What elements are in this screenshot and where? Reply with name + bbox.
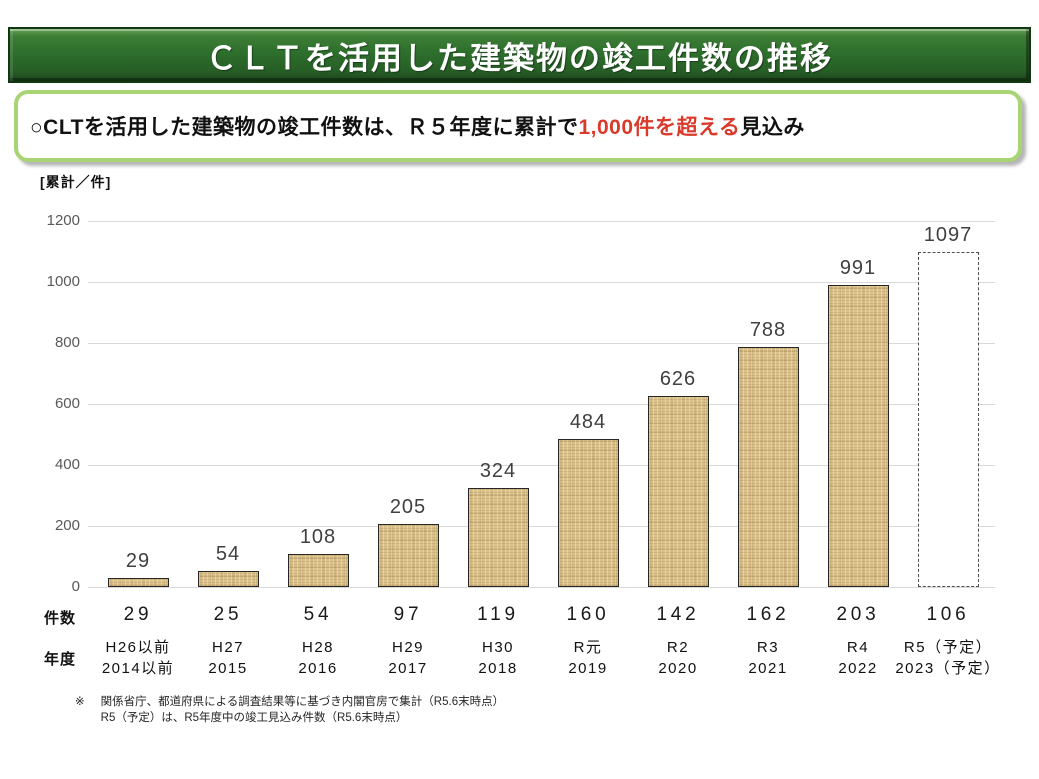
year-label-western: 2019 [568,660,608,677]
page-title-banner: ＣＬＴを活用した建築物の竣工件数の推移 [8,27,1031,83]
bar-H27 [197,570,259,587]
footnote-marker: ※ [75,696,85,708]
footnote-line-2: R5（予定）は、R5年度中の竣工見込み件数（R5.6末時点） [100,712,408,724]
bar-value-label-R元: 484 [569,411,607,434]
annual-count-R元: 160 [566,604,610,625]
bar-H30 [467,488,529,587]
count-row-label: 件数 [44,610,77,627]
y-tick-label-0: 0 [71,578,80,595]
bar-chart-plot-area: 0 200 400 600 800 1000 1200 29 54 108 205 324 484 626… [47,212,995,595]
year-label-H29: H29 2017 [348,637,468,679]
bar-value-label-H29: 205 [389,496,427,519]
y-tick-label-200: 200 [54,517,80,534]
annual-count-H30: 119 [477,604,519,625]
year-label-western: 2018 [478,660,518,677]
page-title: ＣＬＴを活用した建築物の竣工件数の推移 [206,40,833,76]
year-label-H28: H28 2016 [258,637,378,679]
bar-value-label-H30: 324 [479,460,517,483]
annual-count-R2: 142 [656,604,700,625]
year-label-H26以前: H26以前 2014以前 [78,637,198,679]
bar-H29 [377,524,439,587]
year-label-western: 2020 [658,660,698,677]
footnote-line-1: 関係省庁、都道府県による調査結果等に基づき内閣官房で集計（R5.6末時点） [100,696,505,708]
footnote-lines: 関係省庁、都道府県による調査結果等に基づき内閣官房で集計（R5.6末時点） R5… [101,694,504,726]
year-label-era: H28 [301,639,335,656]
bar-value-label-R2: 626 [659,368,697,391]
bar-value-label-R5（予定）: 1097 [923,224,973,247]
gridline-400 [88,464,995,466]
year-label-R元: R元 2019 [528,637,648,679]
year-row-label: 年度 [44,651,77,668]
y-axis-unit-label: [累計／件] [40,174,112,190]
gridline-800 [88,342,995,344]
year-label-era: R元 [573,639,603,656]
annual-count-R3: 162 [746,604,790,625]
bar-value-label-H28: 108 [299,526,337,549]
year-label-era: H27 [211,639,245,656]
year-label-H27: H27 2015 [168,637,288,679]
year-label-era: H29 [391,639,425,656]
year-label-western: 2022 [838,660,878,677]
year-label-H30: H30 2018 [438,637,558,679]
bar-value-label-R4: 991 [839,256,877,279]
bar-R2 [647,396,709,587]
bar-value-label-H26以前: 29 [125,550,151,573]
bar-value-label-H27: 54 [215,542,241,565]
year-label-era: R2 [666,639,690,656]
year-label-western: 2021 [748,660,788,677]
annual-count-H28: 54 [303,604,333,625]
year-label-era: R4 [846,639,870,656]
year-label-R2: R2 2020 [618,637,738,679]
y-tick-label-400: 400 [54,456,80,473]
year-label-R4: R4 2022 [798,637,918,679]
y-tick-label-800: 800 [54,334,80,351]
bar-value-label-R3: 788 [749,318,787,341]
gridline-1200 [88,220,995,222]
year-label-R5（予定）: R5（予定） 2023（予定） [888,637,1008,679]
bar-R4 [827,284,889,587]
year-label-western: 2016 [298,660,338,677]
year-label-era: R5（予定） [903,639,993,656]
year-label-western: 2023（予定） [895,660,1001,677]
summary-prefix: ○CLTを活用した建築物の竣工件数は、Ｒ５年度に累計で [30,116,579,139]
y-tick-label-1000: 1000 [46,273,80,290]
gridline-200 [88,525,995,527]
summary-suffix: 見込み [740,116,805,139]
summary-text: ○CLTを活用した建築物の竣工件数は、Ｒ５年度に累計で1,000件を超える見込み [30,111,805,141]
year-label-era: H26以前 [105,639,171,656]
gridline-0 [88,586,995,588]
gridline-600 [88,403,995,405]
year-label-western: 2017 [388,660,428,677]
year-label-R3: R3 2021 [708,637,828,679]
bar-R3 [737,346,799,587]
year-label-era: H30 [481,639,515,656]
year-label-western: 2014以前 [101,660,175,677]
footnote: ※ 関係省庁、都道府県による調査結果等に基づき内閣官房で集計（R5.6末時点） … [75,694,504,726]
bar-H28 [287,554,349,587]
bar-R5（予定） [917,252,979,587]
y-tick-label-1200: 1200 [46,212,80,229]
annual-count-R4: 203 [836,604,880,625]
annual-count-H27: 25 [213,604,243,625]
summary-callout: ○CLTを活用した建築物の竣工件数は、Ｒ５年度に累計で1,000件を超える見込み [14,90,1022,162]
annual-count-H29: 97 [393,604,423,625]
summary-highlight: 1,000件を超える [578,116,741,139]
annual-count-H26以前: 29 [123,604,153,625]
annual-count-R5（予定）: 106 [926,604,970,625]
gridline-1000 [88,281,995,283]
year-label-era: R3 [756,639,780,656]
y-tick-label-600: 600 [54,395,80,412]
bar-R元 [557,439,619,587]
year-label-western: 2015 [208,660,248,677]
bar-H26以前 [107,578,169,587]
